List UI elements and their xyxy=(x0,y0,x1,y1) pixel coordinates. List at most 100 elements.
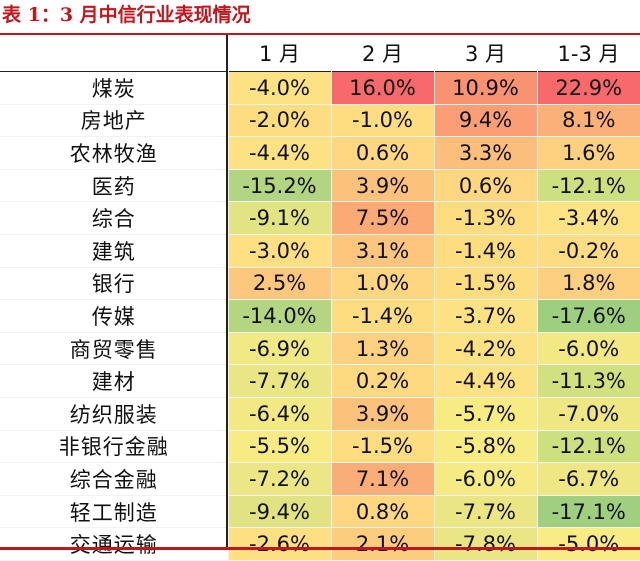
return-cell: 1.6% xyxy=(536,136,640,170)
industry-performance-table: 1 月 2 月 3 月 1-3 月 煤炭 -4.0% 16.0% 10.9% 22.9%… xyxy=(0,35,640,561)
bottom-rule xyxy=(0,547,640,550)
table-row: 医药 -15.2% 3.9% 0.6% -12.1% xyxy=(0,169,640,203)
return-cell: -1.3% xyxy=(433,201,537,235)
table-row: 交通运输 -2.6% 2.1% -7.8% -5.0% xyxy=(0,527,640,561)
return-cell: -1.4% xyxy=(330,299,434,333)
return-cell: -7.7% xyxy=(227,364,331,398)
return-cell: -7.7% xyxy=(433,495,537,529)
title-rule xyxy=(0,33,640,35)
return-cell: -15.2% xyxy=(227,169,331,203)
industry-name: 房地产 xyxy=(0,104,228,138)
return-cell: 0.2% xyxy=(330,364,434,398)
return-cell: -6.9% xyxy=(227,332,331,366)
table-row: 煤炭 -4.0% 16.0% 10.9% 22.9% xyxy=(0,71,640,105)
return-cell: -1.5% xyxy=(433,267,537,301)
return-cell: 0.8% xyxy=(330,495,434,529)
industry-name: 非银行金融 xyxy=(0,430,228,464)
return-cell: -1.4% xyxy=(433,234,537,268)
table-row: 建材 -7.7% 0.2% -4.4% -11.3% xyxy=(0,364,640,398)
return-cell: -1.5% xyxy=(330,430,434,464)
return-cell: 16.0% xyxy=(330,71,434,105)
return-cell: -17.6% xyxy=(536,299,640,333)
return-cell: -6.0% xyxy=(536,332,640,366)
return-cell: -3.0% xyxy=(227,234,331,268)
return-cell: -4.4% xyxy=(227,136,331,170)
table-row: 轻工制造 -9.4% 0.8% -7.7% -17.1% xyxy=(0,495,640,529)
return-cell: -4.2% xyxy=(433,332,537,366)
industry-name: 银行 xyxy=(0,267,228,301)
return-cell: 3.3% xyxy=(433,136,537,170)
header-feb: 2 月 xyxy=(361,42,404,66)
table-row: 房地产 -2.0% -1.0% 9.4% 8.1% xyxy=(0,104,640,138)
return-cell: -6.4% xyxy=(227,397,331,431)
return-cell: 0.6% xyxy=(433,169,537,203)
industry-name: 煤炭 xyxy=(0,71,228,105)
return-cell: 3.9% xyxy=(330,169,434,203)
industry-name: 传媒 xyxy=(0,299,228,333)
table-row: 非银行金融 -5.5% -1.5% -5.8% -12.1% xyxy=(0,430,640,464)
return-cell: -2.6% xyxy=(227,527,331,561)
table-row: 纺织服装 -6.4% 3.9% -5.7% -7.0% xyxy=(0,397,640,431)
industry-name: 建材 xyxy=(0,364,228,398)
return-cell: -0.2% xyxy=(536,234,640,268)
return-cell: 2.5% xyxy=(227,267,331,301)
industry-name: 综合金融 xyxy=(0,462,228,496)
column-divider xyxy=(226,35,228,547)
return-cell: -4.0% xyxy=(227,71,331,105)
header-jan-mar: 1-3 月 xyxy=(557,42,620,66)
return-cell: -3.7% xyxy=(433,299,537,333)
return-cell: -12.1% xyxy=(536,430,640,464)
return-cell: 1.0% xyxy=(330,267,434,301)
return-cell: -4.4% xyxy=(433,364,537,398)
return-cell: -6.0% xyxy=(433,462,537,496)
return-cell: -5.5% xyxy=(227,430,331,464)
return-cell: 2.1% xyxy=(330,527,434,561)
return-cell: 8.1% xyxy=(536,104,640,138)
table-row: 建筑 -3.0% 3.1% -1.4% -0.2% xyxy=(0,234,640,268)
return-cell: -3.4% xyxy=(536,201,640,235)
return-cell: -7.0% xyxy=(536,397,640,431)
header-mar: 3 月 xyxy=(464,42,507,66)
return-cell: -5.0% xyxy=(536,527,640,561)
industry-name: 农林牧渔 xyxy=(0,136,228,170)
table-row: 商贸零售 -6.9% 1.3% -4.2% -6.0% xyxy=(0,332,640,366)
industry-name: 综合 xyxy=(0,201,228,235)
return-cell: -11.3% xyxy=(536,364,640,398)
return-cell: 3.1% xyxy=(330,234,434,268)
table-row: 传媒 -14.0% -1.4% -3.7% -17.6% xyxy=(0,299,640,333)
table-row: 银行 2.5% 1.0% -1.5% 1.8% xyxy=(0,267,640,301)
return-cell: -5.7% xyxy=(433,397,537,431)
return-cell: -12.1% xyxy=(536,169,640,203)
return-cell: -5.8% xyxy=(433,430,537,464)
return-cell: 0.6% xyxy=(330,136,434,170)
table-title: 表 1：3 月中信行业表现情况 xyxy=(2,4,251,26)
return-cell: -6.7% xyxy=(536,462,640,496)
industry-name: 交通运输 xyxy=(0,527,228,561)
return-cell: 7.1% xyxy=(330,462,434,496)
return-cell: 9.4% xyxy=(433,104,537,138)
return-cell: -1.0% xyxy=(330,104,434,138)
return-cell: 1.8% xyxy=(536,267,640,301)
return-cell: -14.0% xyxy=(227,299,331,333)
return-cell: -7.8% xyxy=(433,527,537,561)
industry-name: 医药 xyxy=(0,169,228,203)
industry-name: 建筑 xyxy=(0,234,228,268)
return-cell: -7.2% xyxy=(227,462,331,496)
return-cell: -17.1% xyxy=(536,495,640,529)
return-cell: 10.9% xyxy=(433,71,537,105)
industry-name: 纺织服装 xyxy=(0,397,228,431)
header-industry xyxy=(0,35,228,72)
return-cell: -9.1% xyxy=(227,201,331,235)
header-jan: 1 月 xyxy=(258,42,301,66)
return-cell: 1.3% xyxy=(330,332,434,366)
header-row: 1 月 2 月 3 月 1-3 月 xyxy=(0,35,640,72)
table-row: 综合 -9.1% 7.5% -1.3% -3.4% xyxy=(0,201,640,235)
industry-name: 商贸零售 xyxy=(0,332,228,366)
return-cell: 3.9% xyxy=(330,397,434,431)
return-cell: -2.0% xyxy=(227,104,331,138)
table-row: 综合金融 -7.2% 7.1% -6.0% -6.7% xyxy=(0,462,640,496)
table-row: 农林牧渔 -4.4% 0.6% 3.3% 1.6% xyxy=(0,136,640,170)
return-cell: 7.5% xyxy=(330,201,434,235)
return-cell: -9.4% xyxy=(227,495,331,529)
return-cell: 22.9% xyxy=(536,71,640,105)
